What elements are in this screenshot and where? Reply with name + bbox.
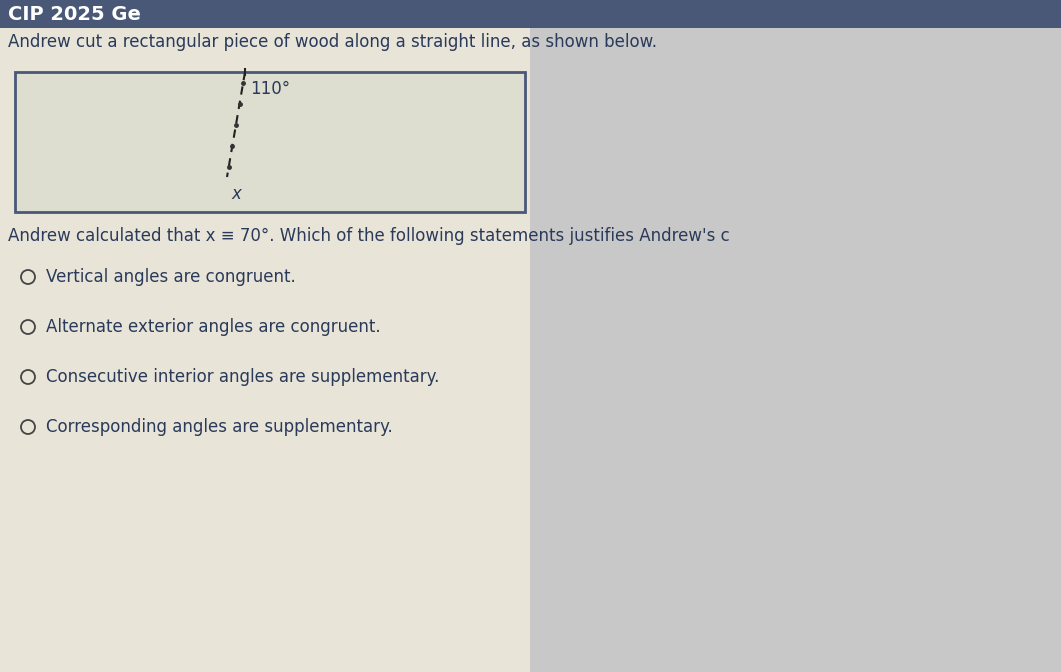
Bar [0,0,530,672]
Text: Andrew calculated that x ≡ 70°. Which of the following statements justifies Andr: Andrew calculated that x ≡ 70°. Which of… [8,227,730,245]
Bar [15,72,525,212]
Bar [0,0,1061,28]
Text: Vertical angles are congruent.: Vertical angles are congruent. [46,268,296,286]
Text: Alternate exterior angles are congruent.: Alternate exterior angles are congruent. [46,318,381,336]
Text: Corresponding angles are supplementary.: Corresponding angles are supplementary. [46,418,393,436]
Text: x: x [231,185,241,203]
Text: 110°: 110° [250,80,290,98]
Text: Consecutive interior angles are supplementary.: Consecutive interior angles are suppleme… [46,368,439,386]
Text: CIP 2025 Ge: CIP 2025 Ge [8,5,141,24]
Text: Andrew cut a rectangular piece of wood along a straight line, as shown below.: Andrew cut a rectangular piece of wood a… [8,33,657,51]
